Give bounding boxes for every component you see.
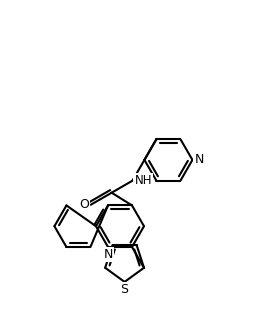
Text: O: O (79, 198, 88, 211)
Text: NH: NH (134, 174, 151, 187)
Text: N: N (194, 153, 203, 166)
Text: N: N (103, 248, 112, 261)
Text: S: S (120, 283, 128, 296)
